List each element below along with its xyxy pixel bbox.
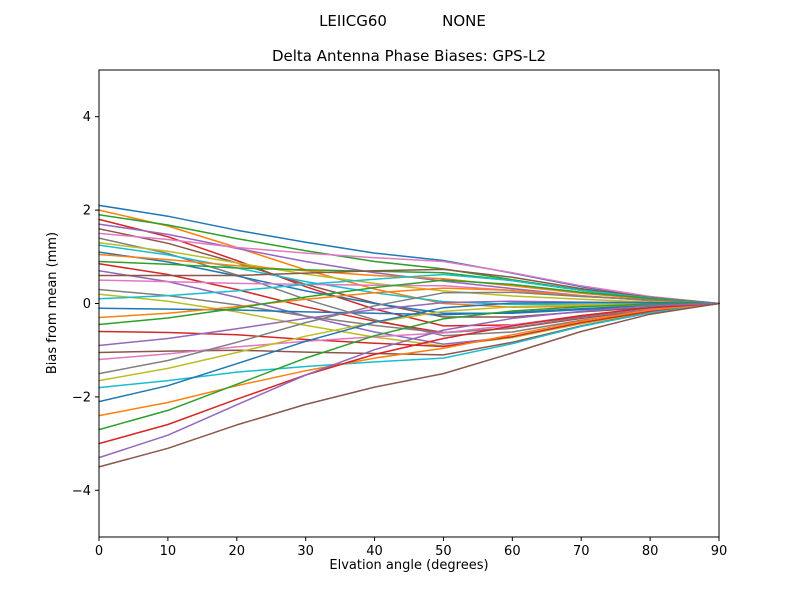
series-line — [98, 268, 720, 305]
y-tick-label: 0 — [83, 297, 91, 312]
series-line — [98, 293, 720, 347]
series-line — [98, 302, 720, 459]
y-axis-label: Bias from mean (mm) — [45, 232, 60, 374]
y-tick-label: 4 — [83, 110, 91, 125]
x-tick-label: 30 — [297, 544, 314, 559]
x-tick-label: 90 — [711, 544, 728, 559]
series-line — [98, 302, 720, 468]
series-line — [98, 232, 720, 305]
series-group — [98, 204, 720, 468]
x-tick-label: 70 — [573, 544, 590, 559]
series-line — [98, 228, 720, 318]
series-line — [98, 242, 720, 305]
figure-suptitle-left: LEIICG60 — [319, 12, 387, 30]
figure-suptitle-right: NONE — [442, 12, 486, 30]
series-line — [98, 288, 720, 334]
series-line — [98, 302, 720, 417]
series-line — [98, 291, 720, 375]
x-tick-label: 40 — [366, 544, 383, 559]
series-line — [98, 302, 720, 445]
ticks-group: 0 10 20 30 40 50 60 70 80 90 −4 −2 0 2 4 — [72, 110, 727, 559]
y-tick-label: −4 — [72, 484, 91, 499]
series-line — [98, 279, 720, 326]
x-tick-label: 0 — [95, 544, 103, 559]
x-tick-label: 20 — [229, 544, 246, 559]
x-axis-label: Elvation angle (degrees) — [329, 558, 488, 573]
series-line — [98, 301, 720, 403]
axes-spines — [98, 69, 720, 538]
y-tick-label: −2 — [72, 390, 91, 405]
y-tick-label: 2 — [83, 204, 91, 219]
x-tick-label: 50 — [435, 544, 452, 559]
series-line — [98, 204, 720, 305]
series-line — [98, 302, 720, 389]
x-tick-label: 80 — [642, 544, 659, 559]
x-tick-label: 10 — [160, 544, 177, 559]
axes-title: Delta Antenna Phase Biases: GPS-L2 — [272, 47, 546, 65]
series-line — [98, 223, 720, 305]
x-tick-label: 60 — [504, 544, 521, 559]
series-line — [98, 273, 720, 305]
series-line — [98, 302, 720, 431]
series-line — [98, 302, 720, 382]
